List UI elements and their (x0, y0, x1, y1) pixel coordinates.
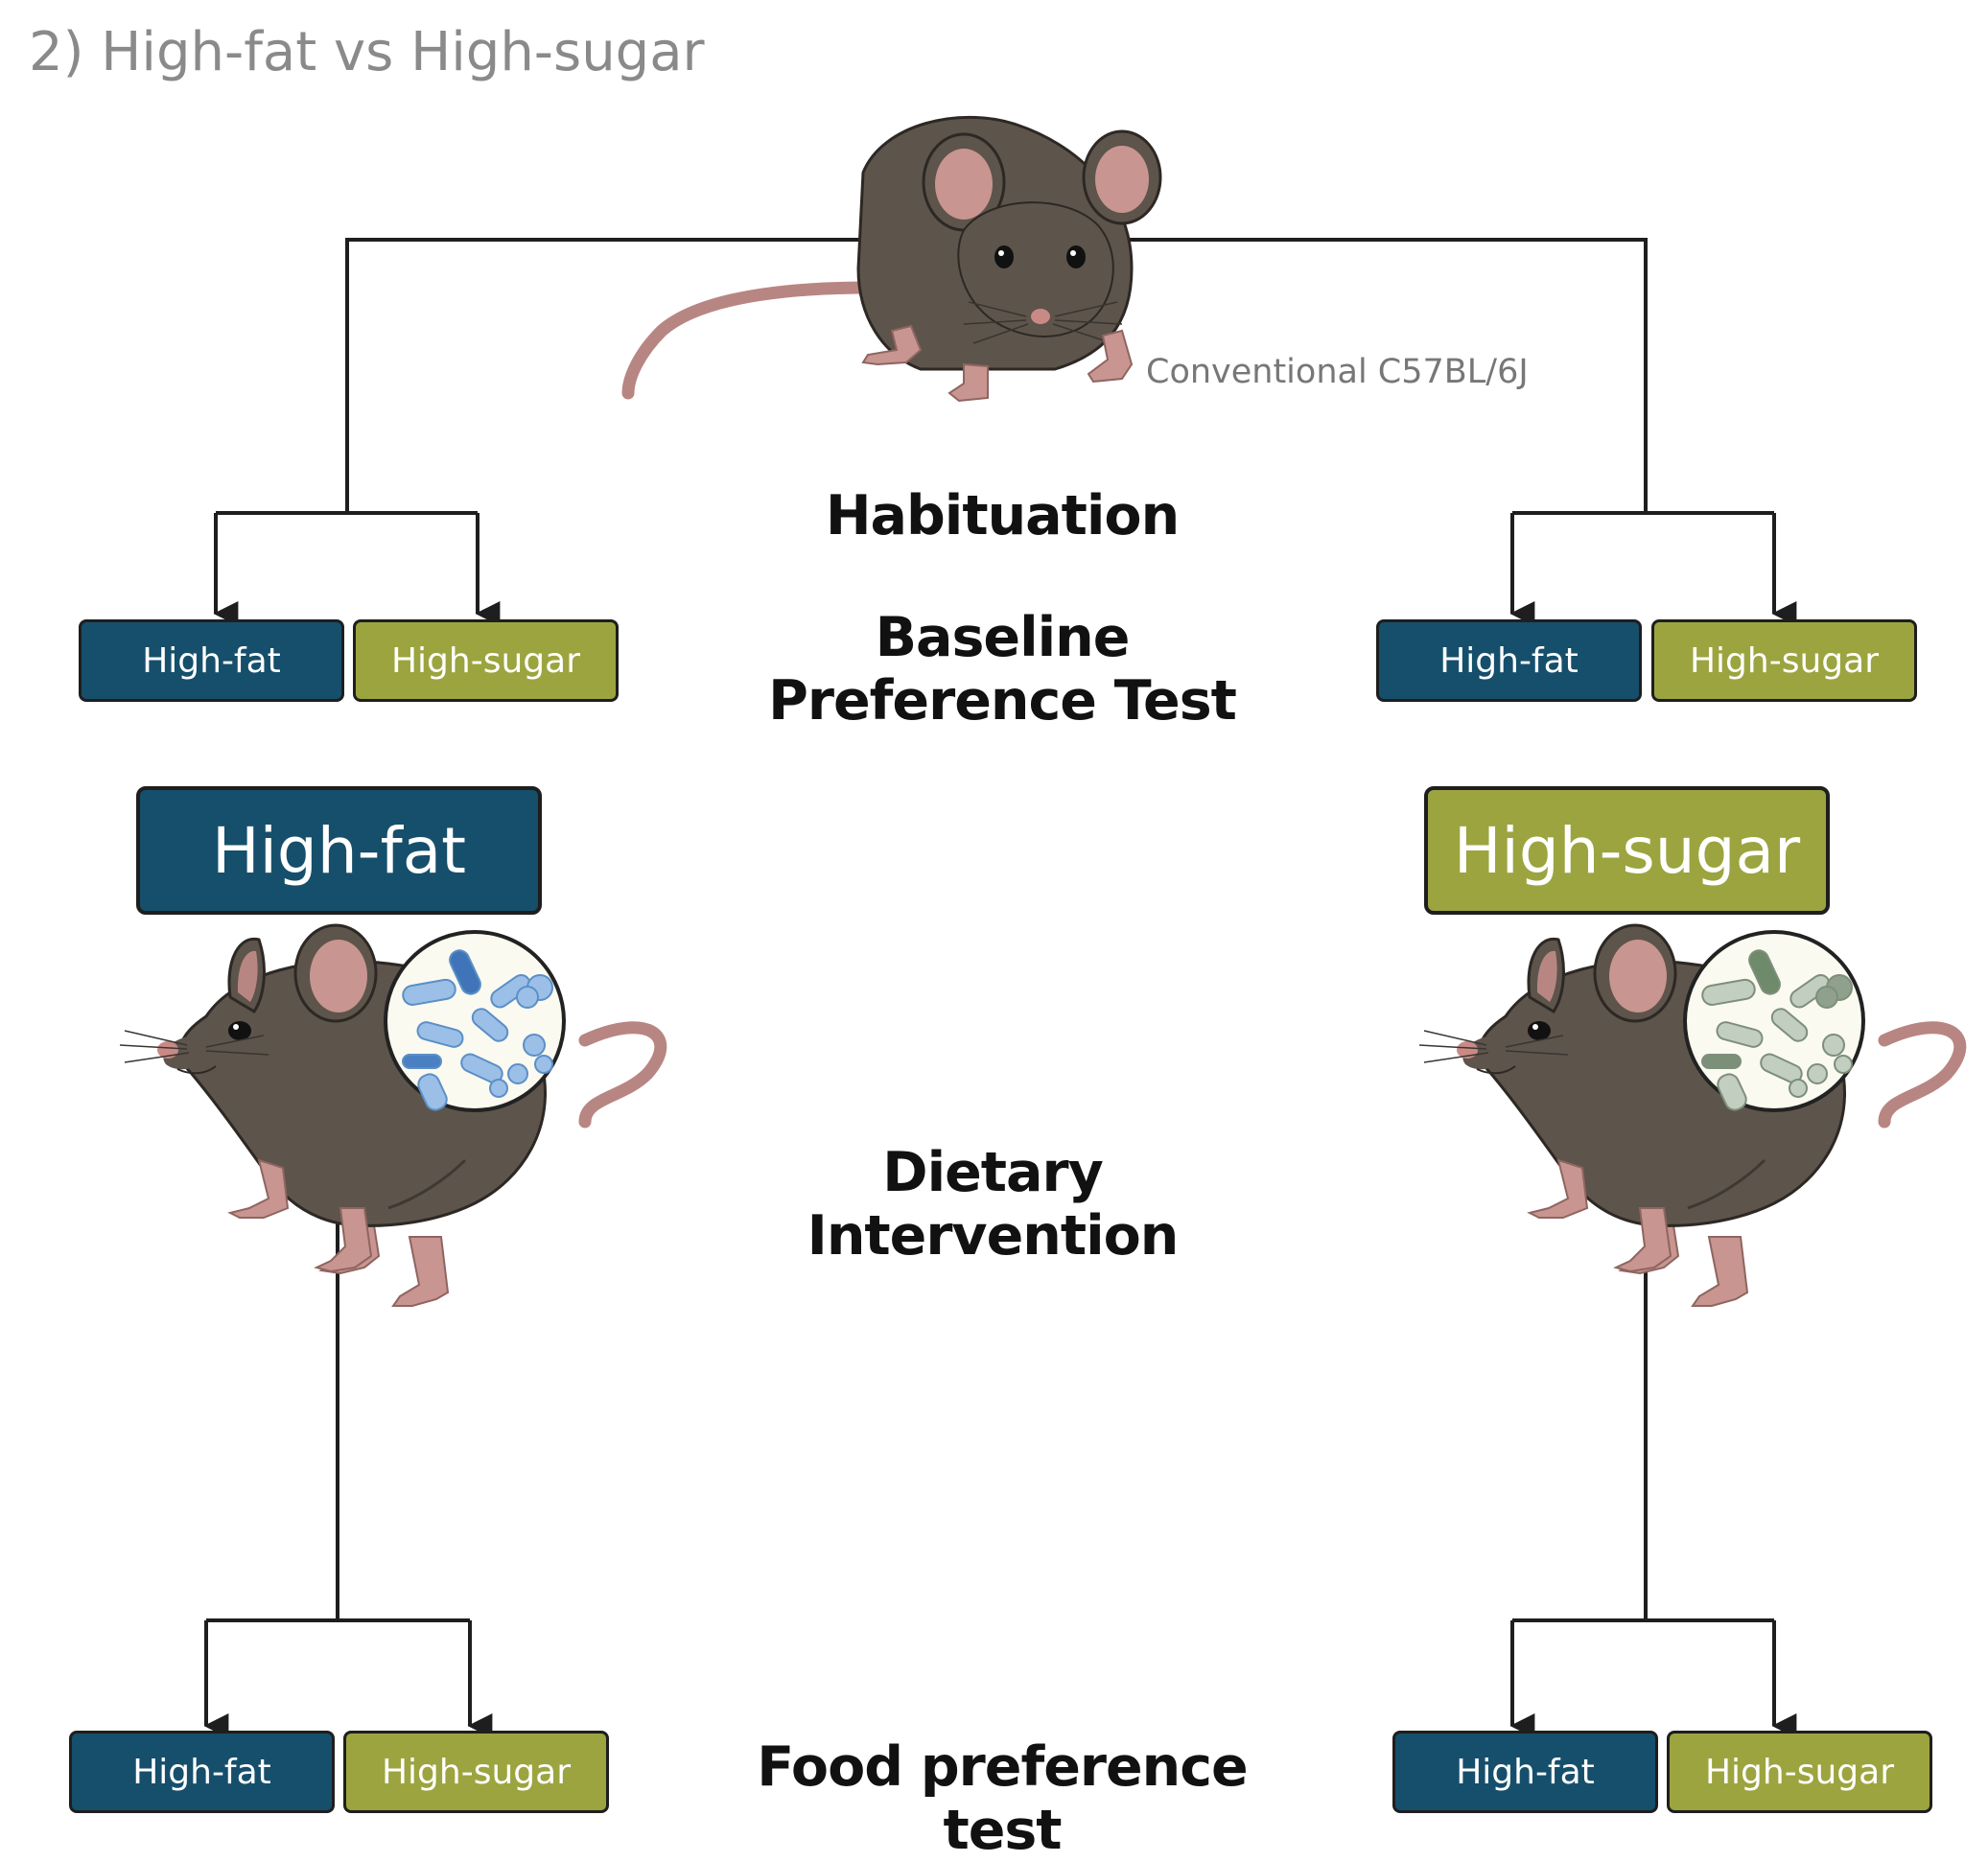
final-right-high-sugar: High-sugar (1667, 1731, 1932, 1813)
stage-baseline-line1: Baseline (875, 606, 1131, 669)
stage-food-test: Food preference test (690, 1735, 1314, 1862)
connector-lines (203, 238, 1797, 1738)
diet-group-high-fat: High-fat (136, 786, 542, 915)
stage-dietary-line2: Intervention (807, 1204, 1180, 1268)
mouse-side-icon (1419, 925, 1960, 1306)
strain-label: Conventional C57BL/6J (1146, 353, 1529, 391)
mouse-front-icon (621, 115, 1162, 403)
figure-title: 2) High-fat vs High-sugar (29, 21, 705, 83)
baseline-left-high-fat: High-fat (79, 619, 344, 702)
final-left-high-sugar: High-sugar (343, 1731, 609, 1813)
stage-baseline: Baseline Preference Test (748, 606, 1256, 733)
microbiome-icon (384, 930, 566, 1115)
microbiome-icon (1683, 930, 1865, 1115)
stage-habituation: Habituation (767, 484, 1237, 547)
stage-dietary: Dietary Intervention (758, 1141, 1228, 1268)
stage-food-test-text: Food preference test (757, 1735, 1248, 1862)
diet-group-high-sugar: High-sugar (1424, 786, 1830, 915)
stage-dietary-line1: Dietary (882, 1141, 1104, 1204)
mouse-side-icon (120, 925, 661, 1306)
final-right-high-fat: High-fat (1392, 1731, 1658, 1813)
baseline-right-high-sugar: High-sugar (1651, 619, 1917, 702)
final-left-high-fat: High-fat (69, 1731, 335, 1813)
stage-baseline-line2: Preference Test (768, 669, 1237, 733)
stage-habituation-text: Habituation (825, 484, 1180, 547)
baseline-left-high-sugar: High-sugar (353, 619, 619, 702)
baseline-right-high-fat: High-fat (1376, 619, 1642, 702)
